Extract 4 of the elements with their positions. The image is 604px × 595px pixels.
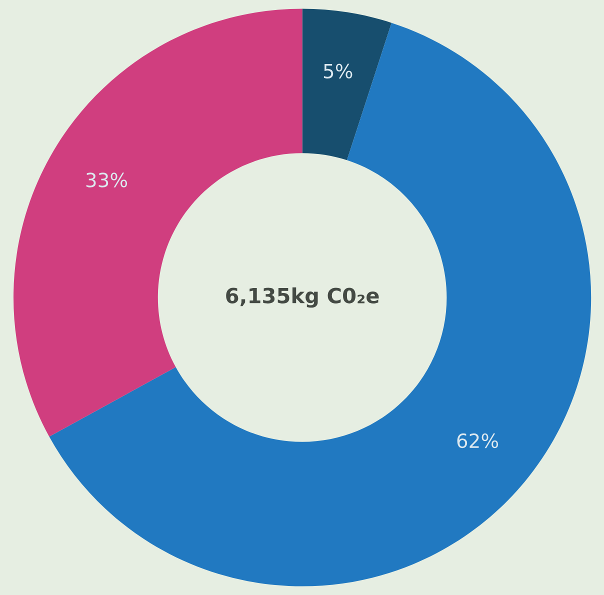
data-label: 33% [86, 172, 128, 188]
data-label: 62% [457, 433, 498, 448]
text: 6,135kg C0₂e [226, 287, 379, 308]
data-label: 5% [324, 64, 352, 79]
